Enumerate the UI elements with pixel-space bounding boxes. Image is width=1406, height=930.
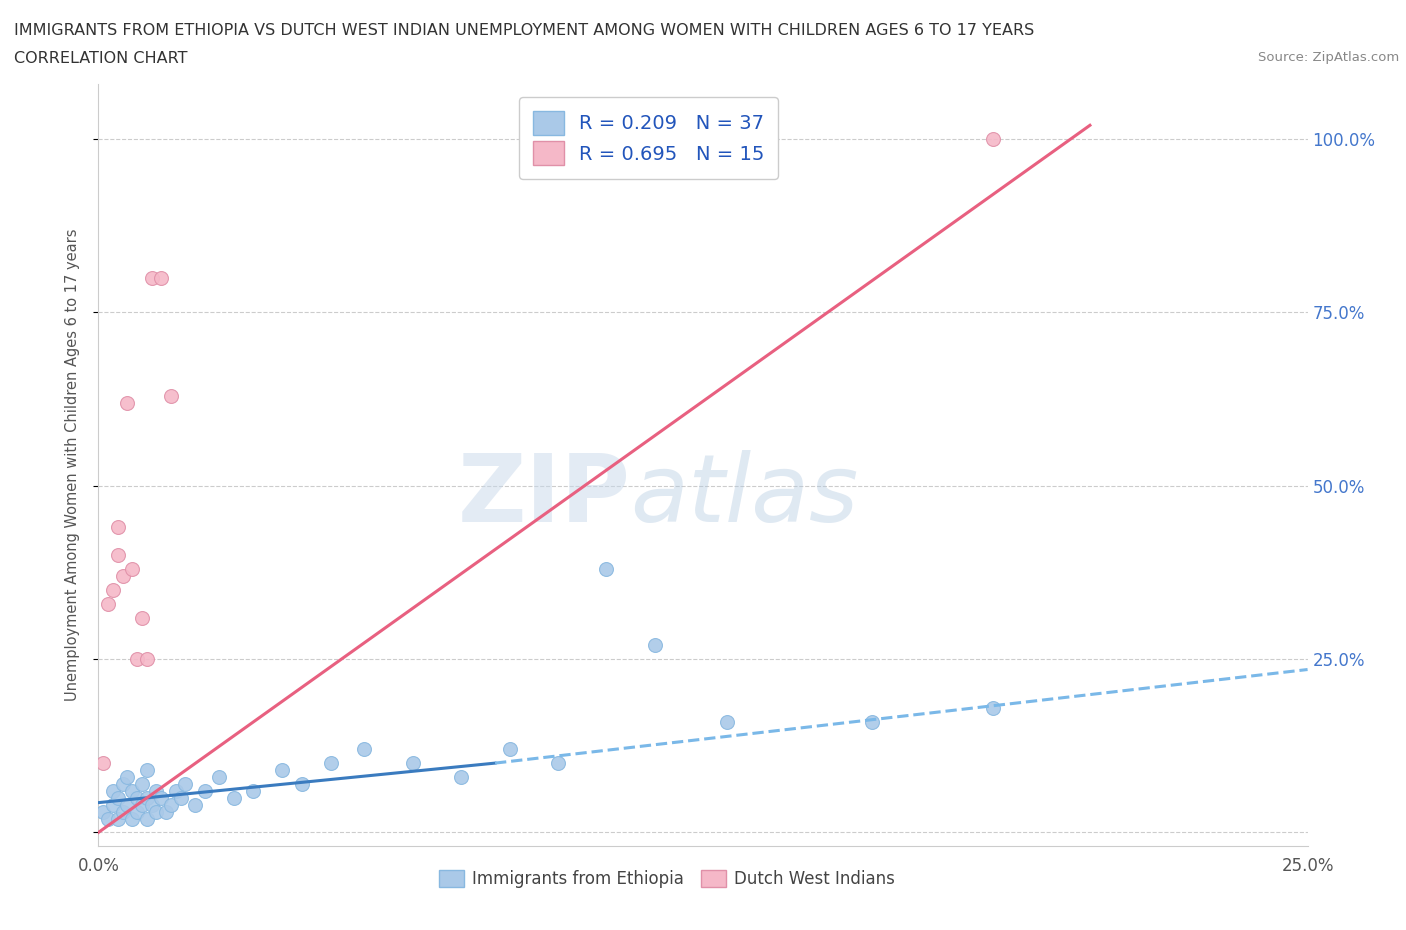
Point <box>644 638 666 653</box>
Point <box>155 804 177 819</box>
Point <box>150 790 173 805</box>
Point <box>135 652 157 667</box>
Point <box>160 388 183 403</box>
Point <box>117 797 139 812</box>
Point <box>595 562 617 577</box>
Point <box>101 797 124 812</box>
Point <box>131 797 153 812</box>
Point <box>141 797 163 812</box>
Point <box>145 804 167 819</box>
Point <box>101 582 124 597</box>
Point <box>547 756 569 771</box>
Point <box>131 777 153 791</box>
Point <box>117 395 139 410</box>
Point <box>135 763 157 777</box>
Text: atlas: atlas <box>630 450 859 541</box>
Point <box>981 700 1004 715</box>
Text: CORRELATION CHART: CORRELATION CHART <box>14 51 187 66</box>
Point <box>107 790 129 805</box>
Point <box>91 804 114 819</box>
Point <box>271 763 294 777</box>
Point <box>450 769 472 784</box>
Point <box>194 783 217 798</box>
Point <box>107 520 129 535</box>
Point <box>135 790 157 805</box>
Point <box>111 568 134 583</box>
Point <box>91 756 114 771</box>
Point <box>111 804 134 819</box>
Point <box>127 804 149 819</box>
Point <box>150 271 173 286</box>
Point <box>242 783 264 798</box>
Point <box>135 811 157 826</box>
Point <box>208 769 231 784</box>
Point <box>145 783 167 798</box>
Text: IMMIGRANTS FROM ETHIOPIA VS DUTCH WEST INDIAN UNEMPLOYMENT AMONG WOMEN WITH CHIL: IMMIGRANTS FROM ETHIOPIA VS DUTCH WEST I… <box>14 23 1035 38</box>
Point <box>121 562 143 577</box>
Point <box>131 610 153 625</box>
Point <box>174 777 197 791</box>
Point <box>101 783 124 798</box>
Point <box>160 797 183 812</box>
Point <box>97 596 120 611</box>
Point <box>107 548 129 563</box>
Point <box>117 769 139 784</box>
Y-axis label: Unemployment Among Women with Children Ages 6 to 17 years: Unemployment Among Women with Children A… <box>65 229 80 701</box>
Point <box>107 811 129 826</box>
Point <box>860 714 883 729</box>
Text: Source: ZipAtlas.com: Source: ZipAtlas.com <box>1258 51 1399 64</box>
Point <box>981 132 1004 147</box>
Text: ZIP: ZIP <box>457 449 630 541</box>
Point <box>290 777 312 791</box>
Point <box>121 811 143 826</box>
Point <box>184 797 207 812</box>
Point <box>97 811 120 826</box>
Point <box>111 777 134 791</box>
Point <box>353 742 375 757</box>
Point <box>141 271 163 286</box>
Legend: Immigrants from Ethiopia, Dutch West Indians: Immigrants from Ethiopia, Dutch West Ind… <box>432 864 901 896</box>
Point <box>127 790 149 805</box>
Point <box>165 783 187 798</box>
Point <box>498 742 520 757</box>
Point <box>121 783 143 798</box>
Point <box>319 756 342 771</box>
Point <box>402 756 425 771</box>
Point <box>169 790 191 805</box>
Point <box>127 652 149 667</box>
Point <box>222 790 245 805</box>
Point <box>716 714 738 729</box>
